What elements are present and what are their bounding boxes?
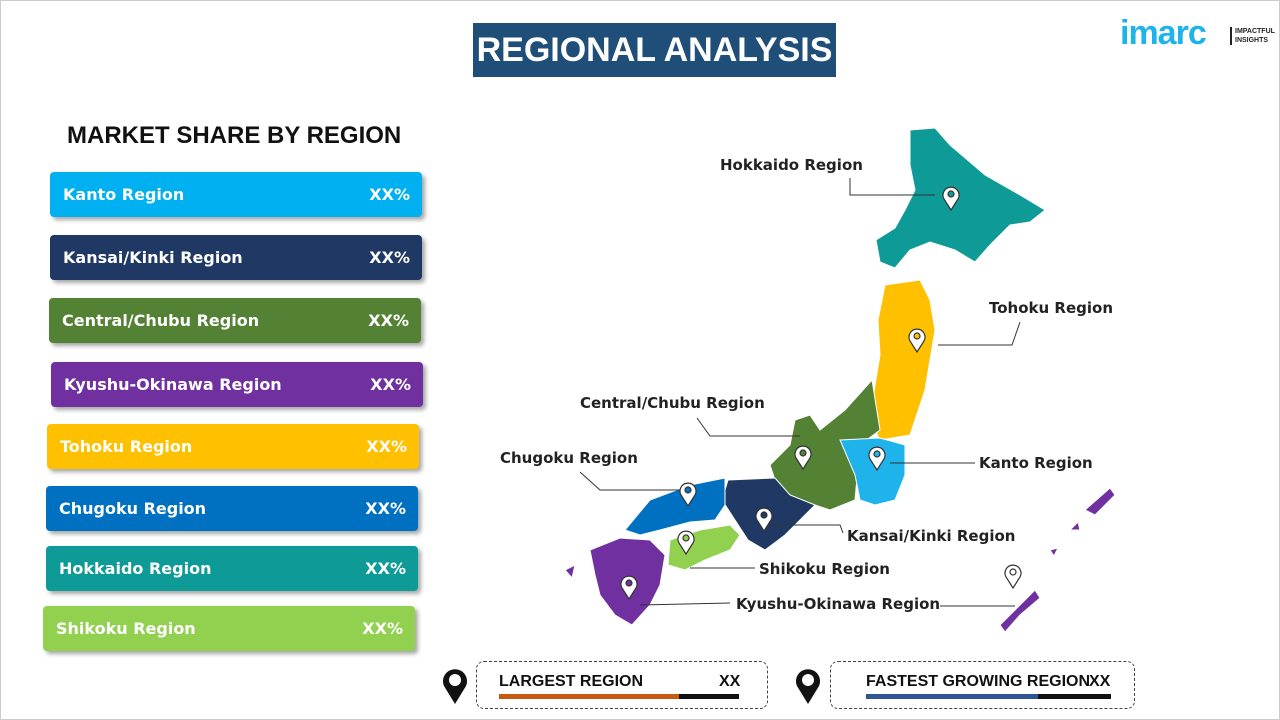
region-bar-value: XX% xyxy=(362,619,403,638)
logo-brand: imarc xyxy=(1120,14,1207,52)
largest-region-value: XX xyxy=(719,673,741,690)
region-bar-value: XX% xyxy=(366,437,407,456)
location-pin-icon xyxy=(794,445,812,471)
region-bar: Central/Chubu Region XX% xyxy=(49,298,421,343)
region-bar-value: XX% xyxy=(365,559,406,578)
location-pin-icon xyxy=(755,507,773,533)
region-bar-label: Shikoku Region xyxy=(56,619,196,638)
map-label-kanto: Kanto Region xyxy=(979,454,1093,472)
fastest-pin-icon xyxy=(796,669,820,704)
region-bar: Chugoku Region XX% xyxy=(46,486,418,531)
chugoku-leader xyxy=(579,471,685,491)
largest-pin-icon xyxy=(443,669,467,704)
hokkaido-shape xyxy=(875,127,1046,269)
largest-region-bar-fill xyxy=(499,694,679,699)
region-bar-label: Tohoku Region xyxy=(60,437,193,456)
logo-tagline: IMPACTFUL INSIGHTS xyxy=(1230,27,1275,45)
kyushu-leader xyxy=(639,602,731,606)
fastest-region-value: XX xyxy=(1089,673,1111,690)
region-bar-label: Kansai/Kinki Region xyxy=(63,248,243,267)
region-bar-value: XX% xyxy=(370,375,411,394)
location-pin-icon xyxy=(1004,564,1022,590)
map-label-central: Central/Chubu Region xyxy=(580,394,765,412)
largest-region-box: LARGEST REGION XX xyxy=(476,661,768,709)
tagline-2: INSIGHTS xyxy=(1235,37,1269,44)
map-label-tohoku: Tohoku Region xyxy=(989,299,1113,317)
hokkaido-leader xyxy=(849,178,935,196)
imarc-logo: imarc IMPACTFUL INSIGHTS xyxy=(1120,14,1275,53)
region-bar-value: XX% xyxy=(369,248,410,267)
location-pin-icon xyxy=(942,186,960,212)
region-bar-value: XX% xyxy=(365,499,406,518)
fastest-region-label: FASTEST GROWING REGION xyxy=(866,673,1091,690)
map-label-chugoku: Chugoku Region xyxy=(500,449,638,467)
map-label-shikoku: Shikoku Region xyxy=(759,560,890,578)
location-pin-icon xyxy=(679,482,697,508)
central-leader xyxy=(696,417,800,437)
kansai-leader xyxy=(770,524,844,534)
region-bar-label: Central/Chubu Region xyxy=(62,311,260,330)
region-bar-value: XX% xyxy=(368,311,409,330)
location-pin-icon xyxy=(620,575,638,601)
kyushu-shape xyxy=(589,537,666,626)
tohoku-shape xyxy=(869,279,936,441)
largest-region-bar xyxy=(499,694,739,699)
largest-region-label: LARGEST REGION xyxy=(499,673,644,690)
tagline-1: IMPACTFUL xyxy=(1235,28,1275,35)
region-bar-value: XX% xyxy=(369,185,410,204)
fastest-region-bar xyxy=(866,694,1111,699)
location-pin-icon xyxy=(868,446,886,472)
region-bar: Kyushu-Okinawa Region XX% xyxy=(51,362,423,407)
region-bar-label: Chugoku Region xyxy=(59,499,207,518)
market-share-title: MARKET SHARE BY REGION xyxy=(67,122,402,149)
region-bar-label: Kanto Region xyxy=(63,185,185,204)
region-bar: Tohoku Region XX% xyxy=(47,424,419,469)
region-bar: Hokkaido Region XX% xyxy=(46,546,418,591)
tohoku-leader xyxy=(938,321,1021,346)
location-pin-icon xyxy=(908,328,926,354)
region-bar: Kansai/Kinki Region XX% xyxy=(50,235,422,280)
central-shape xyxy=(769,378,881,511)
fastest-region-bar-fill xyxy=(866,694,1038,699)
fastest-growing-region-box: FASTEST GROWING REGION XX xyxy=(830,661,1135,709)
map-label-kyushu: Kyushu-Okinawa Region xyxy=(736,595,941,613)
kanto-shape xyxy=(839,437,906,506)
okinawa-shape xyxy=(564,487,1116,633)
shikoku-shape xyxy=(667,524,741,571)
chugoku-shape xyxy=(624,477,726,536)
region-bar-label: Kyushu-Okinawa Region xyxy=(64,375,282,394)
region-bar-label: Hokkaido Region xyxy=(59,559,212,578)
map-label-kansai: Kansai/Kinki Region xyxy=(847,527,1016,545)
region-bar: Shikoku Region XX% xyxy=(43,606,415,651)
map-label-hokkaido: Hokkaido Region xyxy=(720,156,863,174)
region-bar: Kanto Region XX% xyxy=(50,172,422,217)
page-title: REGIONAL ANALYSIS xyxy=(473,23,836,77)
location-pin-icon xyxy=(677,530,695,556)
